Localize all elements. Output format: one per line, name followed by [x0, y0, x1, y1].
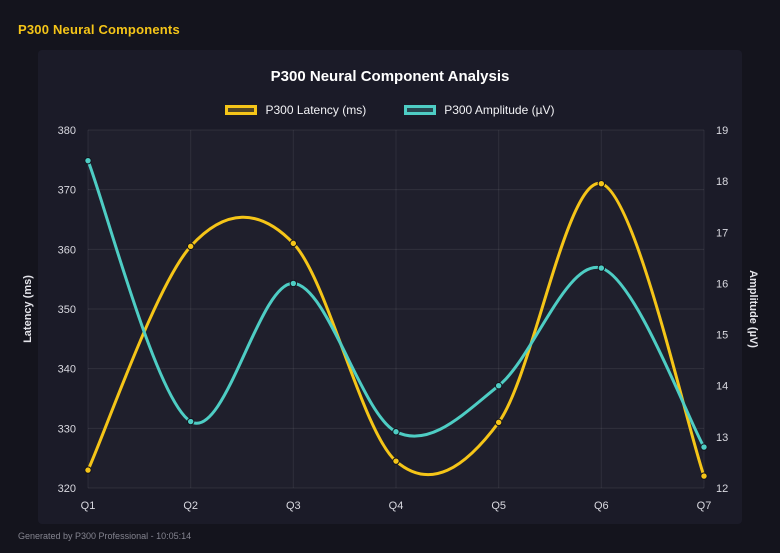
data-point: [84, 156, 92, 165]
right-tick-label: 12: [716, 483, 728, 495]
right-tick-label: 18: [716, 176, 728, 188]
x-tick-label: Q4: [389, 500, 404, 512]
left-tick-label: 360: [58, 244, 76, 256]
data-point: [186, 417, 195, 426]
page-title: P300 Neural Components: [18, 22, 180, 37]
y-axis-title-right: Amplitude (µV): [747, 270, 759, 348]
data-point: [84, 466, 92, 474]
y-axis-title-left: Latency (ms): [22, 275, 34, 343]
data-point: [597, 264, 606, 272]
x-tick-label: Q1: [81, 500, 96, 512]
data-point: [494, 418, 503, 427]
data-point: [289, 279, 298, 288]
data-point: [289, 239, 298, 248]
left-tick-label: 330: [58, 423, 76, 435]
x-tick-label: Q2: [183, 500, 198, 512]
data-point: [700, 443, 708, 451]
data-point: [700, 472, 708, 480]
legend-label-latency: P300 Latency (ms): [265, 103, 367, 117]
legend-label-amplitude: P300 Amplitude (µV): [444, 103, 555, 117]
right-tick-label: 16: [716, 278, 728, 290]
chart-legend: P300 Latency (ms) P300 Amplitude (µV): [0, 103, 780, 117]
legend-swatch-amplitude: [404, 105, 437, 115]
right-tick-label: 19: [716, 125, 728, 137]
left-tick-label: 340: [58, 364, 76, 376]
legend-swatch-latency: [225, 105, 258, 115]
chart-title: P300 Neural Component Analysis: [270, 68, 510, 85]
right-tick-label: 15: [716, 330, 728, 342]
legend-item-latency[interactable]: P300 Latency (ms): [225, 103, 366, 117]
x-tick-label: Q3: [286, 500, 301, 512]
data-point: [392, 457, 400, 465]
right-tick-label: 14: [716, 381, 728, 393]
data-point: [597, 180, 606, 188]
right-tick-label: 13: [716, 432, 728, 444]
footer-text: Generated by P300 Professional - 10:05:1…: [18, 531, 192, 541]
x-tick-label: Q5: [491, 500, 506, 512]
legend-item-amplitude[interactable]: P300 Amplitude (µV): [404, 103, 555, 117]
left-tick-label: 370: [58, 185, 76, 197]
x-tick-label: Q6: [594, 500, 609, 512]
left-tick-label: 350: [58, 304, 76, 316]
data-point: [392, 428, 400, 436]
data-point: [494, 382, 503, 390]
data-point: [186, 242, 195, 251]
x-tick-label: Q7: [697, 500, 712, 512]
left-tick-label: 320: [58, 483, 76, 495]
right-tick-label: 17: [716, 227, 728, 239]
left-tick-label: 380: [58, 125, 76, 137]
